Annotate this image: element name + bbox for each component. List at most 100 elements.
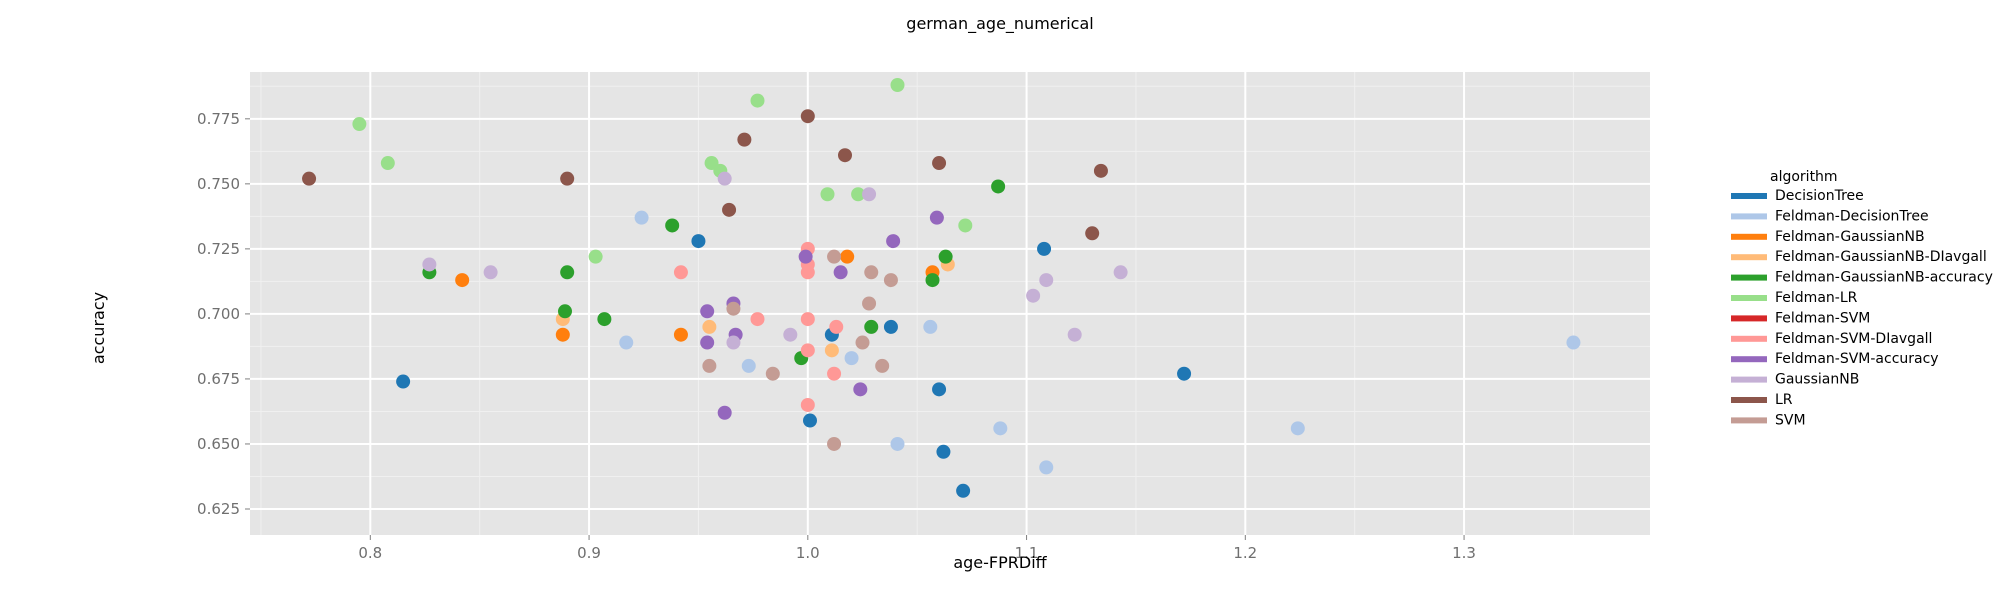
data-point — [555, 327, 570, 342]
legend-label: DecisionTree — [1775, 188, 1864, 204]
data-point — [883, 273, 898, 288]
data-point — [829, 319, 844, 334]
data-point — [800, 312, 815, 327]
data-point — [726, 335, 741, 350]
data-point — [700, 304, 715, 319]
y-tick-label: 0.725 — [197, 240, 240, 258]
data-point — [1290, 421, 1305, 436]
data-point — [820, 187, 835, 202]
data-point — [352, 117, 367, 132]
data-point — [1177, 366, 1192, 381]
data-point — [1085, 226, 1100, 241]
data-point — [702, 319, 717, 334]
data-point — [936, 444, 951, 459]
chart-title: german_age_numerical — [906, 14, 1093, 34]
data-point — [800, 397, 815, 412]
data-point — [890, 436, 905, 451]
data-point — [932, 156, 947, 171]
series-feldman-gaussiannb-accuracy — [422, 179, 1006, 366]
y-tick-label: 0.775 — [197, 110, 240, 128]
y-axis-ticks: 0.625 0.650 0.675 0.700 0.725 0.750 0.775 — [197, 110, 250, 518]
legend-swatch — [1731, 274, 1767, 281]
legend: algorithm DecisionTree Feldman-DecisionTr… — [1731, 169, 1993, 428]
data-point — [923, 319, 938, 334]
x-tick-label: 1.2 — [1233, 544, 1257, 562]
data-point — [1067, 327, 1082, 342]
legend-swatch — [1731, 356, 1767, 363]
legend-label: SVM — [1775, 412, 1806, 428]
data-point — [396, 374, 411, 389]
data-point — [798, 249, 813, 264]
data-point — [1113, 265, 1128, 280]
legend-label: Feldman-GaussianNB-accuracy — [1775, 270, 1993, 286]
data-point — [722, 202, 737, 217]
legend-title: algorithm — [1770, 169, 1838, 185]
x-tick-label: 0.8 — [358, 544, 382, 562]
plot-background — [250, 72, 1650, 535]
data-point — [673, 265, 688, 280]
minor-grid — [250, 72, 1650, 535]
legend-swatch — [1731, 295, 1767, 301]
data-point — [800, 343, 815, 358]
data-point — [717, 405, 732, 420]
legend-label: Feldman-GaussianNB — [1775, 229, 1925, 245]
y-tick-label: 0.750 — [197, 175, 240, 193]
series-feldman-lr — [352, 78, 973, 264]
data-point — [483, 265, 498, 280]
data-point — [765, 366, 780, 381]
data-point — [597, 312, 612, 327]
data-point — [925, 273, 940, 288]
legend-label: Feldman-SVM-DIavgall — [1775, 331, 1932, 347]
data-point — [422, 257, 437, 272]
data-point — [890, 78, 905, 93]
data-point — [958, 218, 973, 233]
data-point — [1566, 335, 1581, 350]
data-point — [851, 187, 866, 202]
data-point — [741, 358, 756, 373]
data-point — [864, 319, 879, 334]
data-point — [827, 366, 842, 381]
legend-label: GaussianNB — [1775, 372, 1859, 388]
series-gaussiannb — [422, 171, 1128, 350]
legend-swatch — [1731, 213, 1767, 220]
x-tick-label: 1.3 — [1452, 544, 1476, 562]
major-grid — [250, 72, 1650, 535]
data-point — [302, 171, 317, 186]
data-point — [800, 265, 815, 280]
data-point — [558, 304, 572, 319]
series-feldman-svm-diavgall — [673, 241, 844, 412]
data-point — [750, 312, 765, 327]
data-point — [838, 148, 852, 163]
data-point — [634, 210, 649, 225]
legend-swatch — [1731, 397, 1767, 403]
y-tick-label: 0.650 — [197, 435, 240, 453]
data-point — [717, 171, 732, 186]
data-point — [750, 93, 765, 108]
legend-swatch — [1731, 376, 1767, 383]
data-point — [827, 249, 842, 264]
data-point — [824, 343, 839, 358]
data-point — [726, 301, 741, 316]
series-svm — [702, 249, 898, 451]
legend-label: Feldman-GaussianNB-DIavgall — [1775, 249, 1987, 265]
legend-label: Feldman-DecisionTree — [1775, 208, 1929, 224]
data-point — [560, 171, 575, 186]
data-point — [833, 265, 848, 280]
data-point — [932, 382, 947, 397]
legend-swatch — [1731, 335, 1767, 342]
x-axis-ticks: 0.8 0.9 1.0 1.1 1.2 1.3 — [358, 535, 1476, 562]
data-point — [1026, 288, 1041, 303]
data-point — [702, 358, 717, 373]
legend-swatch — [1731, 193, 1767, 199]
data-point — [929, 210, 944, 225]
data-point — [1039, 460, 1054, 475]
data-point — [840, 249, 855, 264]
data-point — [864, 265, 879, 280]
data-points — [302, 78, 1581, 498]
series-feldman-decisiontree — [619, 210, 1581, 475]
x-tick-label: 1.0 — [796, 544, 820, 562]
data-point — [844, 351, 859, 366]
legend-swatch — [1731, 254, 1767, 261]
data-point — [862, 296, 877, 311]
